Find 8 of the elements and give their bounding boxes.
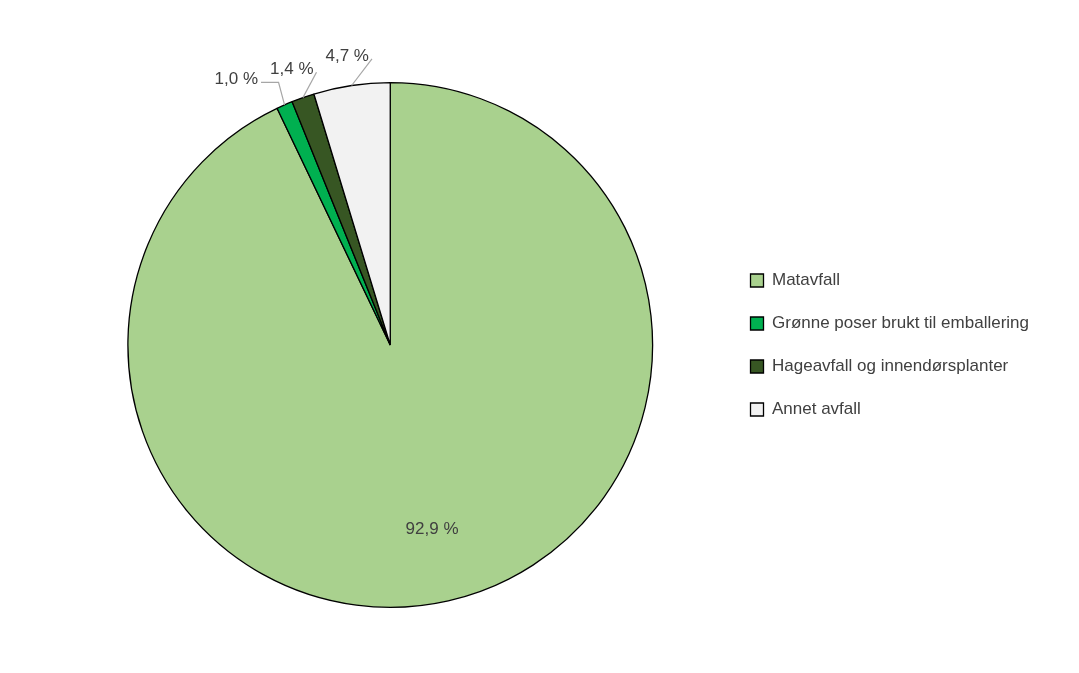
data-label: 1,4 % bbox=[270, 59, 314, 78]
legend-label: Hageavfall og innendørsplanter bbox=[772, 356, 1009, 376]
legend-label: Matavfall bbox=[772, 270, 841, 290]
data-label: 4,7 % bbox=[325, 45, 369, 65]
legend-label: Grønne poser brukt til emballering bbox=[772, 313, 1030, 333]
legend-label: Annet avfall bbox=[772, 399, 861, 419]
data-label: 92,9 % bbox=[405, 518, 459, 538]
data-label: 1,0 % bbox=[214, 69, 259, 88]
